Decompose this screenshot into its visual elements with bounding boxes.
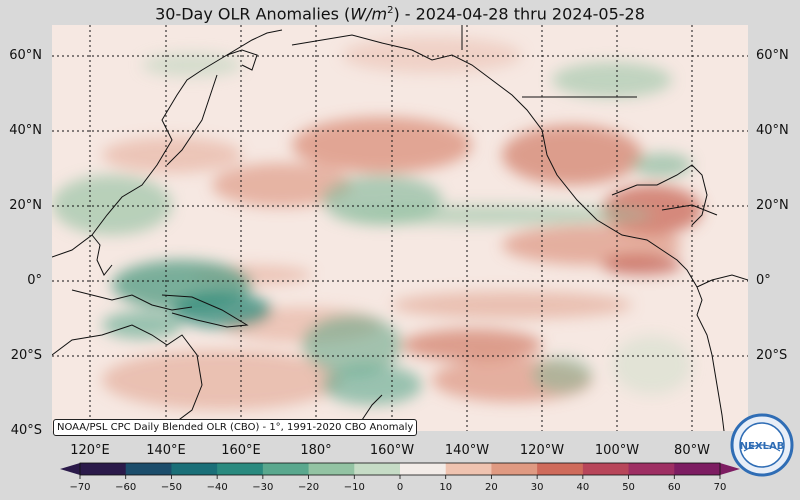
colorbar-tick-label: 10 <box>439 482 453 493</box>
lat-label-20s-right: 20°S <box>756 348 788 363</box>
lat-label-40n-left: 40°N <box>9 123 42 138</box>
colorbar-tick-label: −30 <box>252 482 274 493</box>
colorbar-segment <box>217 463 264 475</box>
colorbar-tick-label: −40 <box>206 482 228 493</box>
lon-label-160w: 160°W <box>369 443 415 458</box>
lat-label-20s-left: 20°S <box>10 348 42 363</box>
lat-label-40n-right: 40°N <box>756 123 789 138</box>
colorbar-tick-label: −70 <box>69 482 91 493</box>
map-title: 30-Day OLR Anomalies (W/m2) - 2024-04-28… <box>0 0 800 24</box>
graticule <box>52 25 748 431</box>
olr-anomaly-map <box>52 25 748 431</box>
lon-label-80w: 80°W <box>674 443 710 458</box>
colorbar-tick-label: −60 <box>115 482 137 493</box>
lat-label-60n-right: 60°N <box>756 48 789 63</box>
lat-label-0-left: 0° <box>27 273 42 288</box>
colorbar-tick-label: 70 <box>713 482 727 493</box>
nexlab-logo: NEXLAB <box>730 413 794 477</box>
colorbar-tick-label: −20 <box>298 482 320 493</box>
colorbar-tick-label: 40 <box>576 482 590 493</box>
colorbar-segment <box>537 463 584 475</box>
lat-label-20n-right: 20°N <box>756 198 789 213</box>
colorbar-segment <box>80 463 127 475</box>
colorbar-right-arrow <box>720 463 740 475</box>
colorbar-segments <box>80 463 721 475</box>
colorbar-left-arrow <box>60 463 80 475</box>
title-prefix: 30-Day OLR Anomalies ( <box>155 4 351 24</box>
colorbar-tick-marks <box>79 475 721 479</box>
colorbar-segment <box>445 463 492 475</box>
logo-text: NEXLAB <box>740 441 785 452</box>
colorbar-segment <box>628 463 675 475</box>
colorbar-tick-label: −50 <box>160 482 182 493</box>
lat-label-20n-left: 20°N <box>9 198 42 213</box>
anomaly-field <box>52 25 748 431</box>
colorbar-segment <box>674 463 721 475</box>
colorbar-segment <box>354 463 401 475</box>
colorbar-segment <box>171 463 218 475</box>
colorbar-tick-label: −10 <box>343 482 365 493</box>
title-unit-exponent: 2 <box>387 5 394 16</box>
colorbar-segment <box>400 463 447 475</box>
colorbar-tick-label: 60 <box>667 482 681 493</box>
lat-label-60n-left: 60°N <box>9 48 42 63</box>
colorbar-segment <box>262 463 310 475</box>
lon-label-100w: 100°W <box>594 443 640 458</box>
anomaly-shading <box>52 37 702 410</box>
lat-label-40s-left: 40°S <box>10 423 42 438</box>
lat-label-0-right: 0° <box>756 273 771 288</box>
lon-label-160e: 160°E <box>221 443 261 458</box>
colorbar-tick-label: 0 <box>396 482 404 493</box>
lon-label-140w: 140°W <box>444 443 490 458</box>
lon-label-180: 180° <box>300 443 332 458</box>
colorbar-tick-label: 20 <box>485 482 498 493</box>
colorbar-tick-label: 30 <box>530 482 544 493</box>
lon-label-140e: 140°E <box>146 443 186 458</box>
lon-label-120w: 120°W <box>519 443 565 458</box>
title-unit: W/m <box>350 4 388 24</box>
colorbar-tick-label: 50 <box>622 482 635 493</box>
data-source-credit: NOAA/PSL CPC Daily Blended OLR (CBO) - 1… <box>53 419 418 436</box>
lon-label-120e: 120°E <box>70 443 110 458</box>
colorbar-segment <box>582 463 630 475</box>
colorbar-segment <box>125 463 172 475</box>
title-suffix: ) - 2024-04-28 thru 2024-05-28 <box>393 4 645 24</box>
colorbar-segment <box>491 463 538 475</box>
colorbar-segment <box>308 463 355 475</box>
colorbar <box>60 462 740 479</box>
